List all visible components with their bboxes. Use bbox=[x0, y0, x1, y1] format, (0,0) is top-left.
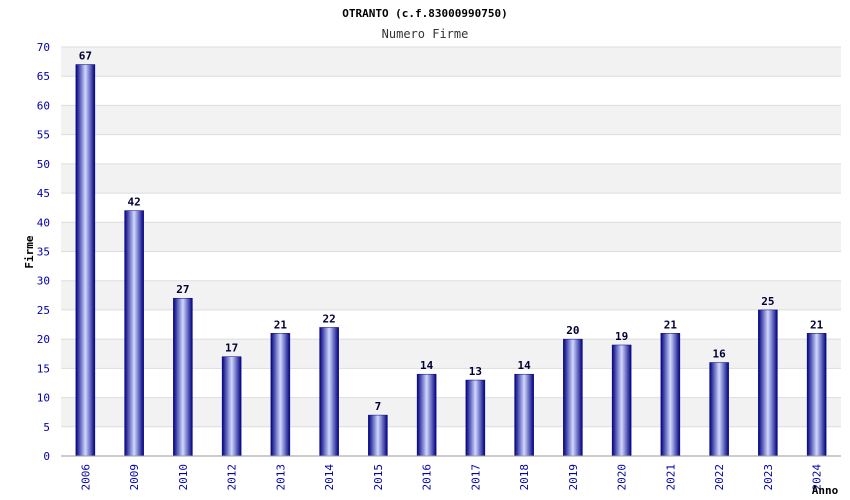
x-axis-label: Anno bbox=[812, 484, 839, 497]
bar bbox=[660, 333, 681, 457]
bar-value-label: 16 bbox=[713, 348, 727, 361]
x-tick-label: 2013 bbox=[274, 464, 287, 491]
grid-band bbox=[61, 163, 841, 194]
x-tick-label: 2020 bbox=[616, 464, 629, 491]
bar bbox=[173, 297, 193, 457]
bar-value-label: 19 bbox=[615, 330, 628, 343]
y-tick-label: 65 bbox=[37, 70, 50, 83]
x-tick-label: 2023 bbox=[762, 464, 775, 491]
bar bbox=[416, 373, 437, 457]
x-tick-label: 2016 bbox=[421, 464, 434, 491]
bar bbox=[124, 210, 144, 457]
x-tick-label: 2006 bbox=[79, 464, 92, 491]
bar bbox=[221, 356, 242, 457]
grid-band bbox=[61, 134, 841, 164]
y-axis-label: Firme bbox=[23, 235, 36, 268]
y-tick-label: 45 bbox=[37, 187, 50, 200]
bar bbox=[758, 309, 778, 457]
y-tick-label: 40 bbox=[37, 216, 50, 229]
y-tick-label: 10 bbox=[37, 392, 50, 405]
x-tick-label: 2012 bbox=[226, 464, 239, 491]
grid-band bbox=[61, 105, 841, 135]
grid-band bbox=[61, 193, 841, 223]
grid-band bbox=[61, 222, 841, 252]
bar bbox=[709, 362, 729, 457]
y-tick-label: 20 bbox=[37, 333, 50, 346]
bar bbox=[514, 373, 534, 457]
bar-value-label: 21 bbox=[274, 318, 288, 331]
y-tick-label: 30 bbox=[37, 275, 50, 288]
y-tick-label: 35 bbox=[37, 246, 50, 259]
bar-value-label: 21 bbox=[810, 318, 824, 331]
x-tick-label: 2014 bbox=[323, 464, 336, 491]
grid-band bbox=[61, 251, 841, 281]
bar bbox=[563, 338, 583, 457]
chart-title: OTRANTO (c.f.83000990750) bbox=[342, 7, 508, 20]
bar-value-label: 42 bbox=[128, 196, 141, 209]
bar-value-label: 17 bbox=[225, 342, 238, 355]
bar-value-label: 20 bbox=[566, 324, 579, 337]
bar-value-label: 22 bbox=[323, 312, 336, 325]
y-tick-label: 60 bbox=[37, 99, 50, 112]
bar bbox=[611, 344, 632, 457]
x-axis-ticks: 2006 2009 2010 2012 2013 2014 2015 2016 2017 2018… bbox=[79, 464, 823, 491]
y-tick-label: 5 bbox=[43, 421, 50, 434]
bar-value-label: 21 bbox=[664, 318, 678, 331]
y-tick-label: 70 bbox=[37, 41, 50, 54]
bar-value-label: 13 bbox=[469, 365, 482, 378]
bars bbox=[75, 64, 827, 457]
bar-value-label: 67 bbox=[79, 50, 92, 63]
x-tick-label: 2009 bbox=[128, 464, 141, 491]
x-tick-label: 2017 bbox=[469, 464, 482, 491]
grid-band bbox=[61, 47, 841, 77]
x-tick-label: 2010 bbox=[177, 464, 190, 491]
x-tick-label: 2024 bbox=[811, 464, 824, 491]
grid-band bbox=[61, 76, 841, 106]
y-tick-label: 25 bbox=[37, 304, 50, 317]
chart-subtitle: Numero Firme bbox=[382, 27, 469, 41]
y-tick-label: 55 bbox=[37, 129, 50, 142]
bar bbox=[319, 327, 339, 457]
y-tick-label: 50 bbox=[37, 158, 50, 171]
bar-value-label: 14 bbox=[420, 359, 434, 372]
bar bbox=[270, 333, 291, 457]
x-tick-label: 2022 bbox=[713, 464, 726, 491]
bar-value-label: 25 bbox=[761, 295, 774, 308]
x-tick-label: 2015 bbox=[372, 464, 385, 491]
bar bbox=[465, 379, 486, 457]
bar bbox=[806, 333, 827, 457]
x-tick-label: 2018 bbox=[518, 464, 531, 491]
x-tick-label: 2021 bbox=[664, 464, 677, 491]
x-tick-label: 2019 bbox=[567, 464, 580, 491]
y-tick-label: 0 bbox=[43, 450, 50, 463]
y-axis-ticks: 0 5 10 15 20 25 30 35 40 45 50 55 60 65 70 bbox=[37, 41, 50, 463]
bar bbox=[368, 414, 388, 457]
bar-value-label: 27 bbox=[176, 283, 189, 296]
data-labels: 67 42 27 17 21 22 7 14 13 14 20 19 21 16 25 21 bbox=[79, 50, 824, 414]
bar-value-label: 14 bbox=[518, 359, 532, 372]
bar bbox=[75, 64, 96, 457]
bar-value-label: 7 bbox=[375, 400, 382, 413]
y-tick-label: 15 bbox=[37, 362, 50, 375]
